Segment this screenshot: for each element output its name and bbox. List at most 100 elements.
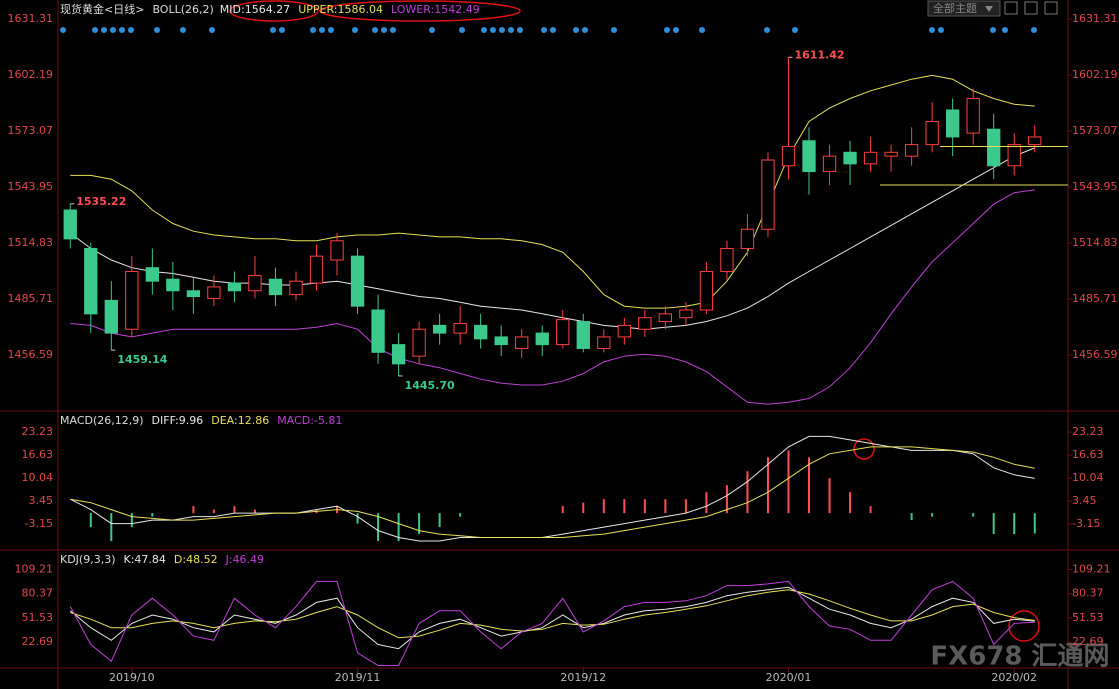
legend-entry: MACD:-5.81	[277, 414, 342, 427]
candle-body	[699, 271, 714, 311]
annotation: 1611.42	[794, 48, 844, 61]
y-tick-label: 80.37	[22, 587, 54, 600]
candle-body	[535, 332, 549, 346]
y-tick-label: 1631.31	[8, 12, 54, 25]
candle-body	[987, 128, 1001, 167]
candle-body	[658, 313, 673, 323]
candle-body	[289, 280, 303, 296]
y2-tick-label: 109.21	[1072, 562, 1111, 575]
candle-body	[391, 344, 406, 365]
candle-body	[207, 286, 221, 299]
y-tick-label: -3.15	[25, 517, 53, 530]
indicator-line	[70, 446, 1035, 538]
dropdown-arrow[interactable]	[985, 6, 993, 12]
candle-body	[863, 151, 878, 165]
y-tick-label: 23.23	[22, 425, 54, 438]
y-tick-label: 51.53	[22, 611, 54, 624]
candle-body	[186, 290, 201, 298]
candle-body	[822, 155, 837, 173]
candle-body	[432, 324, 447, 334]
legend-entry: LOWER:1542.49	[391, 3, 480, 16]
y2-tick-label: 3.45	[1072, 494, 1097, 507]
y-tick-label: 1514.83	[8, 236, 54, 249]
annotation: 1535.22	[76, 195, 126, 208]
candle-body	[330, 240, 344, 261]
legend-entry: UPPER:1586.04	[298, 3, 383, 16]
legend-entry: DIFF:9.96	[152, 414, 204, 427]
candle-body	[1007, 144, 1021, 167]
candle-body	[166, 278, 180, 292]
candle-body	[84, 247, 98, 315]
candle-body	[597, 336, 611, 349]
candle-body	[946, 109, 960, 138]
candle-body	[720, 247, 734, 273]
theme-button-label[interactable]: 全部主题	[933, 1, 977, 15]
candle-body	[248, 274, 262, 292]
annotation: 1459.14	[117, 353, 167, 366]
panel-title: MACD(26,12,9)	[60, 414, 144, 427]
y2-tick-label: 1631.31	[1072, 12, 1118, 25]
candle-body	[515, 336, 529, 349]
candle-body	[679, 309, 693, 319]
highlight-ellipses	[229, 0, 1040, 642]
candle-body	[268, 278, 283, 296]
watermark: FX678 汇通网	[930, 642, 1109, 672]
legend-entry: MID:1564.27	[220, 3, 290, 16]
x-tick-label: 2019/10	[109, 671, 155, 684]
candle-body	[371, 309, 385, 353]
candle-body	[1028, 136, 1042, 146]
indicator-line	[70, 189, 1035, 405]
candle-body	[802, 140, 816, 173]
candle-body	[453, 322, 467, 334]
y-tick-label: 1602.19	[8, 68, 54, 81]
panel-subtitle: BOLL(26,2)	[152, 3, 213, 16]
panel-title: KDJ(9,3,3)	[60, 553, 116, 566]
y2-tick-label: 16.63	[1072, 448, 1104, 461]
x-tick-label: 2020/02	[991, 671, 1037, 684]
y2-tick-label: 1602.19	[1072, 68, 1118, 81]
legend-entry: D:48.52	[174, 553, 218, 566]
indicator-line	[70, 435, 1035, 542]
y-tick-label: 109.21	[15, 562, 54, 575]
y2-tick-label: 1456.59	[1072, 348, 1118, 361]
y2-tick-label: 10.04	[1072, 471, 1104, 484]
candle-body	[104, 299, 118, 334]
theme-button[interactable]	[927, 0, 1001, 17]
y2-tick-label: 1514.83	[1072, 236, 1118, 249]
candle-body	[761, 159, 775, 230]
candle-body	[904, 144, 919, 157]
candle-body	[740, 228, 755, 249]
candle-body	[617, 324, 631, 338]
candle-body	[884, 151, 898, 157]
x-tick-label: 2019/11	[335, 671, 381, 684]
indicator-line	[69, 580, 1035, 666]
y-tick-label: 1485.71	[8, 292, 54, 305]
y2-tick-label: 1543.95	[1072, 180, 1118, 193]
candle-body	[576, 321, 590, 349]
y-tick-label: 22.69	[22, 635, 54, 648]
annotation: 1445.70	[405, 379, 455, 392]
y2-tick-label: 80.37	[1072, 587, 1104, 600]
x-tick-label: 2020/01	[766, 671, 812, 684]
candle-body	[412, 328, 426, 357]
candle-body	[145, 267, 159, 282]
indicator-line	[69, 586, 1035, 650]
y-tick-label: 10.04	[22, 471, 54, 484]
legend-entry: DEA:12.86	[211, 414, 269, 427]
candle-body	[556, 319, 570, 346]
panel-title: 现货黄金<日线>	[60, 2, 144, 16]
legend-entry: K:47.84	[124, 553, 166, 566]
y2-tick-label: 51.53	[1072, 611, 1104, 624]
y-tick-label: 1573.07	[8, 124, 54, 137]
y-tick-label: 1543.95	[8, 180, 54, 193]
candle-body	[63, 209, 77, 240]
y2-tick-label: 1573.07	[1072, 124, 1118, 137]
candle-body	[227, 282, 242, 292]
y2-tick-label: 22.69	[1072, 635, 1104, 648]
candle-body	[843, 151, 857, 165]
toolbar-icons[interactable]	[1004, 1, 1058, 15]
candle-body	[309, 255, 324, 284]
